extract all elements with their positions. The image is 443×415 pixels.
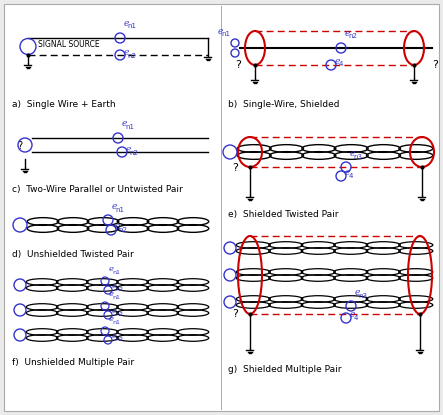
Text: 4: 4 — [338, 61, 343, 68]
Text: e: e — [122, 119, 128, 128]
Text: e: e — [345, 29, 350, 38]
Text: e: e — [115, 222, 120, 231]
Text: e: e — [335, 57, 340, 66]
Text: ?: ? — [232, 309, 238, 319]
Text: n1: n1 — [125, 124, 134, 129]
Text: SIGNAL SOURCE: SIGNAL SOURCE — [38, 40, 100, 49]
Text: n1: n1 — [112, 269, 120, 274]
Text: 4: 4 — [348, 173, 353, 178]
Text: e: e — [218, 27, 223, 36]
FancyBboxPatch shape — [4, 4, 439, 411]
Text: d)  Unshielded Twisted Pair: d) Unshielded Twisted Pair — [12, 250, 134, 259]
Text: e: e — [355, 288, 360, 297]
Text: n3: n3 — [354, 154, 362, 159]
Text: ?: ? — [232, 163, 238, 173]
Text: ?: ? — [432, 60, 438, 70]
Text: e: e — [345, 168, 350, 177]
Text: e: e — [109, 290, 114, 298]
Text: a)  Single Wire + Earth: a) Single Wire + Earth — [12, 100, 116, 109]
Text: n2: n2 — [115, 286, 123, 291]
Text: n1: n1 — [112, 295, 120, 300]
Text: e: e — [109, 265, 114, 273]
Text: n1: n1 — [222, 32, 230, 37]
Text: e)  Shielded Twisted Pair: e) Shielded Twisted Pair — [228, 210, 338, 219]
Text: 4: 4 — [354, 315, 358, 320]
Text: n3: n3 — [358, 293, 367, 298]
Text: e: e — [112, 307, 117, 315]
Text: c)  Two-Wire Parallel or Untwisted Pair: c) Two-Wire Parallel or Untwisted Pair — [12, 185, 183, 194]
Text: e: e — [124, 48, 129, 57]
Text: n2: n2 — [115, 312, 123, 317]
Text: n2: n2 — [129, 149, 138, 156]
Text: n2: n2 — [118, 227, 127, 232]
Text: e: e — [112, 282, 117, 290]
Text: e: e — [112, 332, 117, 340]
Text: e: e — [126, 145, 132, 154]
Text: n1: n1 — [115, 207, 124, 212]
Text: n2: n2 — [128, 53, 136, 59]
Text: ?: ? — [17, 141, 22, 151]
Text: n2: n2 — [348, 34, 357, 39]
Text: e: e — [350, 149, 355, 158]
Text: b)  Single-Wire, Shielded: b) Single-Wire, Shielded — [228, 100, 339, 109]
Text: n2: n2 — [115, 337, 123, 342]
Text: ?: ? — [235, 60, 241, 70]
Text: n1: n1 — [128, 24, 136, 29]
Text: e: e — [350, 310, 355, 319]
Text: n1: n1 — [112, 320, 120, 325]
Text: e: e — [109, 315, 114, 323]
Text: e: e — [124, 19, 129, 28]
Text: e: e — [112, 202, 117, 211]
Text: f)  Unshielded Multiple Pair: f) Unshielded Multiple Pair — [12, 358, 134, 367]
Text: g)  Shielded Multiple Pair: g) Shielded Multiple Pair — [228, 365, 342, 374]
